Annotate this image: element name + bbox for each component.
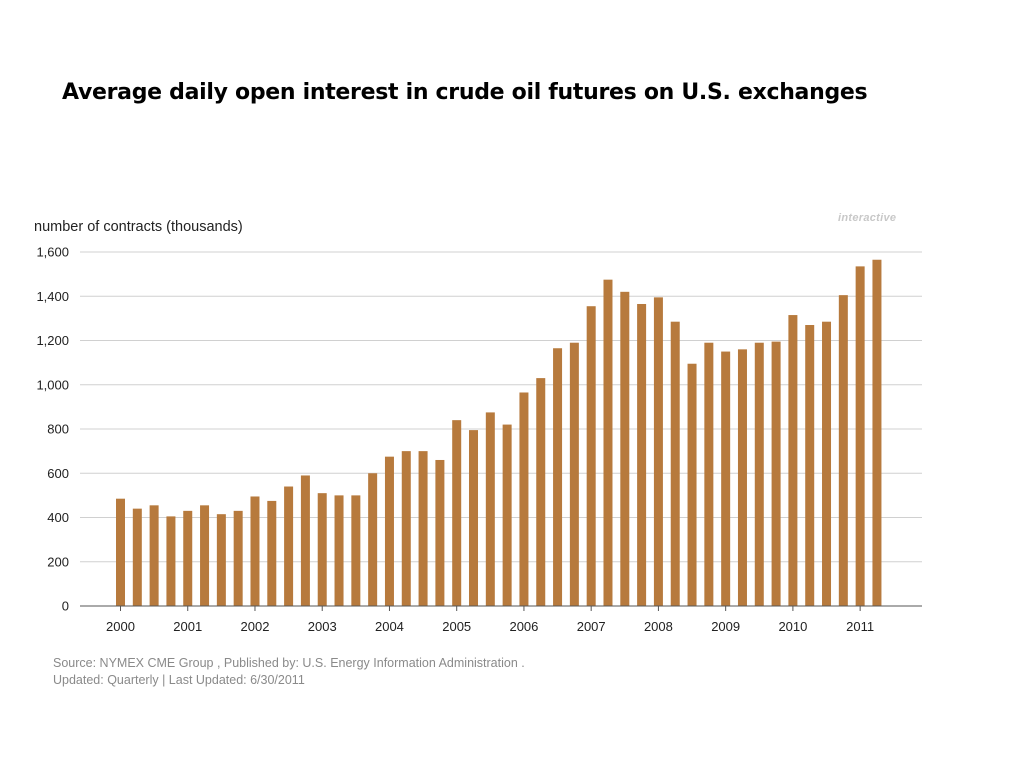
x-tick-label: 2001	[173, 619, 202, 634]
x-tick-label: 2004	[375, 619, 404, 634]
bar	[653, 297, 663, 606]
bar	[216, 514, 226, 606]
y-tick-label: 800	[47, 422, 69, 437]
bar	[586, 306, 596, 606]
bar	[771, 341, 781, 606]
bar	[569, 342, 579, 606]
source-note: Source: NYMEX CME Group , Published by: …	[53, 655, 525, 689]
bar	[838, 295, 848, 606]
bar	[250, 496, 260, 606]
bars	[116, 259, 882, 607]
x-tick-label: 2008	[644, 619, 673, 634]
bar	[317, 493, 327, 606]
bar	[300, 475, 310, 606]
grid-lines	[80, 251, 922, 563]
x-tick-label: 2002	[241, 619, 270, 634]
bar	[200, 505, 210, 606]
y-tick-label: 200	[47, 554, 69, 569]
bar	[166, 516, 176, 606]
x-tick-label: 2003	[308, 619, 337, 634]
bar	[469, 430, 479, 606]
slide-title: Average daily open interest in crude oil…	[62, 80, 868, 105]
bar	[536, 378, 546, 606]
y-tick-label: 1,600	[36, 245, 69, 260]
x-tick-label: 2009	[711, 619, 740, 634]
y-tick-label: 1,200	[36, 333, 69, 348]
y-axis-label: number of contracts (thousands)	[34, 219, 243, 235]
bar	[687, 363, 697, 606]
x-tick-label: 2007	[577, 619, 606, 634]
bar	[149, 505, 159, 606]
bar	[401, 451, 411, 607]
bar	[737, 349, 747, 606]
bar	[637, 303, 647, 606]
bar	[603, 279, 613, 606]
bar	[620, 291, 630, 606]
x-tick-label: 2000	[106, 619, 135, 634]
y-tick-label: 0	[62, 599, 69, 614]
bar	[116, 498, 125, 606]
bar	[334, 495, 344, 607]
bar	[670, 321, 680, 606]
bar	[553, 348, 563, 606]
bar	[267, 500, 277, 606]
bar	[233, 510, 243, 606]
x-tick-label: 2010	[778, 619, 807, 634]
x-tick-label: 2006	[509, 619, 538, 634]
bar	[132, 508, 142, 606]
updated-line: Updated: Quarterly | Last Updated: 6/30/…	[53, 673, 305, 687]
y-tick-label: 600	[47, 466, 69, 481]
y-axis-ticks: 0 200 400 600 800 1,000 1,200 1,400 1,600	[36, 245, 69, 614]
bar	[485, 412, 495, 606]
bar	[502, 424, 512, 606]
interactive-watermark: interactive	[838, 212, 897, 224]
bar	[704, 342, 714, 606]
bar	[754, 342, 764, 606]
y-tick-label: 1,400	[36, 289, 69, 304]
x-tick-label: 2011	[846, 619, 874, 634]
bar	[384, 456, 394, 606]
bar	[822, 321, 832, 606]
bar	[183, 510, 193, 606]
y-tick-label: 400	[47, 510, 69, 525]
bar	[855, 266, 865, 606]
bar	[351, 495, 361, 607]
bar	[452, 420, 462, 606]
bar	[435, 459, 445, 606]
source-line: Source: NYMEX CME Group , Published by: …	[53, 656, 525, 670]
bar	[788, 315, 798, 606]
bar	[721, 351, 731, 606]
bar	[368, 473, 378, 606]
bar	[284, 486, 294, 606]
bar	[418, 451, 428, 607]
y-tick-label: 1,000	[36, 377, 69, 392]
x-tick-label: 2005	[442, 619, 471, 634]
x-axis-ticks: 2000 2001 2002 2003 2004 2005 2006 2007 2008 2009…	[106, 606, 874, 634]
bar	[805, 325, 815, 606]
bar	[872, 259, 882, 606]
bar	[519, 392, 529, 606]
